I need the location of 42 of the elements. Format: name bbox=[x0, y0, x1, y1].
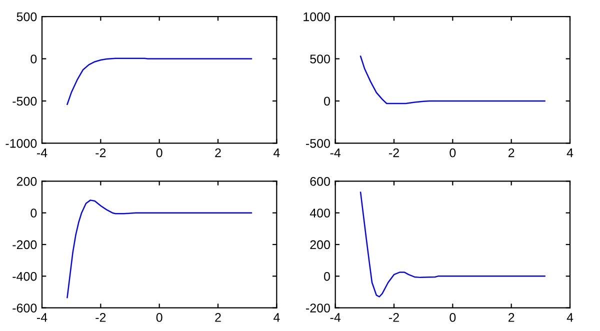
y-tick-label: 500 bbox=[310, 54, 330, 64]
y-tick-label: 0 bbox=[324, 96, 330, 106]
y-tick-label: 200 bbox=[16, 176, 37, 186]
x-tick-label: -2 bbox=[96, 313, 106, 322]
y-tick-label: 200 bbox=[310, 240, 330, 250]
x-tick-label: 4 bbox=[566, 313, 574, 322]
x-tick-label: 4 bbox=[273, 148, 280, 158]
x-tick-label: -2 bbox=[389, 313, 399, 322]
x-tick-label: -2 bbox=[389, 148, 399, 158]
y-tick-label: -600 bbox=[12, 304, 37, 312]
line-series bbox=[66, 58, 252, 105]
x-tick-label: -4 bbox=[330, 148, 341, 158]
y-tick-label: -200 bbox=[306, 304, 330, 312]
x-tick-label: 4 bbox=[273, 313, 280, 322]
y-tick-label: -1000 bbox=[6, 138, 37, 148]
x-tick-label: 2 bbox=[215, 313, 221, 322]
x-tick-label: -4 bbox=[330, 313, 341, 322]
y-tick-label: 1000 bbox=[304, 12, 330, 22]
y-tick-label: 0 bbox=[324, 272, 330, 281]
y-tick-label: -500 bbox=[306, 138, 330, 148]
y-tick-label: 500 bbox=[16, 12, 37, 22]
x-tick-label: 4 bbox=[566, 148, 574, 158]
y-tick-label: -200 bbox=[12, 240, 37, 250]
line-series bbox=[360, 192, 546, 298]
y-tick-label: 0 bbox=[30, 208, 37, 218]
y-tick-label: -500 bbox=[12, 96, 37, 106]
x-tick-label: -2 bbox=[96, 148, 106, 158]
x-tick-label: 0 bbox=[450, 313, 456, 322]
x-tick-label: -4 bbox=[37, 148, 48, 158]
line-series bbox=[66, 200, 252, 298]
x-tick-label: 0 bbox=[156, 313, 162, 322]
y-tick-label: -400 bbox=[12, 272, 37, 281]
y-tick-label: 0 bbox=[30, 54, 37, 64]
y-tick-label: 400 bbox=[310, 208, 330, 218]
x-tick-label: 2 bbox=[508, 313, 514, 322]
x-tick-label: 2 bbox=[508, 148, 514, 158]
x-tick-label: 2 bbox=[215, 148, 221, 158]
x-tick-label: 0 bbox=[450, 148, 456, 158]
line-series bbox=[360, 56, 546, 104]
x-tick-label: 0 bbox=[156, 148, 162, 158]
x-tick-label: -4 bbox=[37, 313, 48, 322]
y-tick-label: 600 bbox=[310, 176, 330, 186]
